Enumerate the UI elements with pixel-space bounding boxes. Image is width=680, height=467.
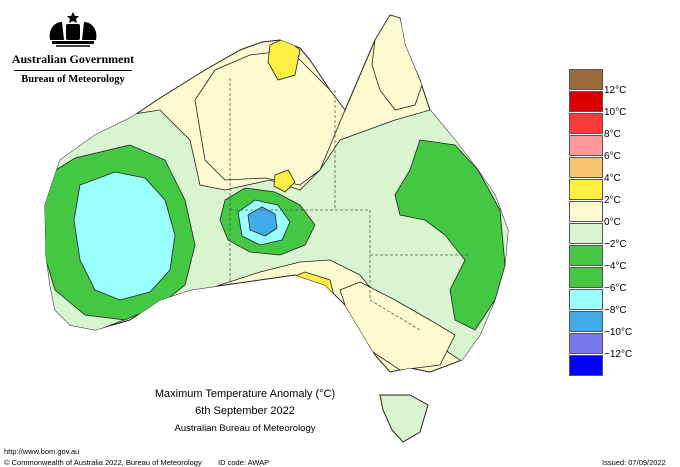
legend-swatch-minus6 xyxy=(569,289,603,310)
map-title: Maximum Temperature Anomaly (°C) xyxy=(154,388,336,400)
copyright-text: © Commonwealth of Australia 2022, Bureau… xyxy=(4,458,202,467)
bom-url[interactable]: http://www.bom.gov.au xyxy=(4,447,80,456)
legend-label: −6°C xyxy=(604,283,627,294)
legend-swatch-minus10 xyxy=(569,333,603,354)
anomaly-region-plus0-north xyxy=(194,49,346,186)
government-name: Australian Government xyxy=(11,52,135,66)
legend-label: −2°C xyxy=(604,239,627,250)
issued-date: Issued: 07/09/2022 xyxy=(602,458,666,467)
anomaly-region-minus6-west xyxy=(73,171,176,301)
legend-swatch-minus8 xyxy=(569,311,603,332)
state-borders xyxy=(229,78,470,331)
map-date: 6th September 2022 xyxy=(195,405,295,417)
legend-swatch-minus4 xyxy=(569,267,603,288)
legend-swatch-minus0 xyxy=(569,223,603,244)
legend-swatch-minus12 xyxy=(569,355,603,376)
legend-swatch-6 xyxy=(569,135,603,156)
coat-of-arms-icon xyxy=(49,12,97,47)
legend-swatch-12 xyxy=(569,69,603,90)
legend-label: 2°C xyxy=(604,195,621,206)
legend-label: 8°C xyxy=(604,129,621,140)
legend-swatch-8 xyxy=(569,113,603,134)
legend-swatch-2 xyxy=(569,179,603,200)
government-logo: Australian Government Bureau of Meteorol… xyxy=(8,10,138,85)
anomaly-region-minus8-central xyxy=(247,206,278,237)
legend-swatch-0 xyxy=(569,201,603,222)
legend-label: 6°C xyxy=(604,151,621,162)
id-code: ID code: AWAP xyxy=(218,458,270,467)
legend-label: 12°C xyxy=(604,85,627,96)
anomaly-region-plus2-kimberley xyxy=(273,169,296,193)
legend-label: −10°C xyxy=(604,327,633,338)
legend-swatch-4 xyxy=(569,157,603,178)
legend-label: 0°C xyxy=(604,217,621,228)
logo-divider xyxy=(14,70,132,71)
bureau-name: Bureau of Meteorology xyxy=(21,74,125,85)
legend-label: −4°C xyxy=(604,261,627,272)
tasmania xyxy=(379,394,429,443)
legend-label: 10°C xyxy=(604,107,627,118)
legend-label: −12°C xyxy=(604,349,633,360)
legend-label: 4°C xyxy=(604,173,621,184)
anomaly-region-minus2-east xyxy=(394,139,506,331)
legend-label: −8°C xyxy=(604,305,627,316)
map-source: Australian Bureau of Meteorology xyxy=(174,423,316,434)
anomaly-region-plus0-capeyork xyxy=(371,15,423,111)
legend-swatch-minus2 xyxy=(569,245,603,266)
legend-swatch-10 xyxy=(569,91,603,112)
